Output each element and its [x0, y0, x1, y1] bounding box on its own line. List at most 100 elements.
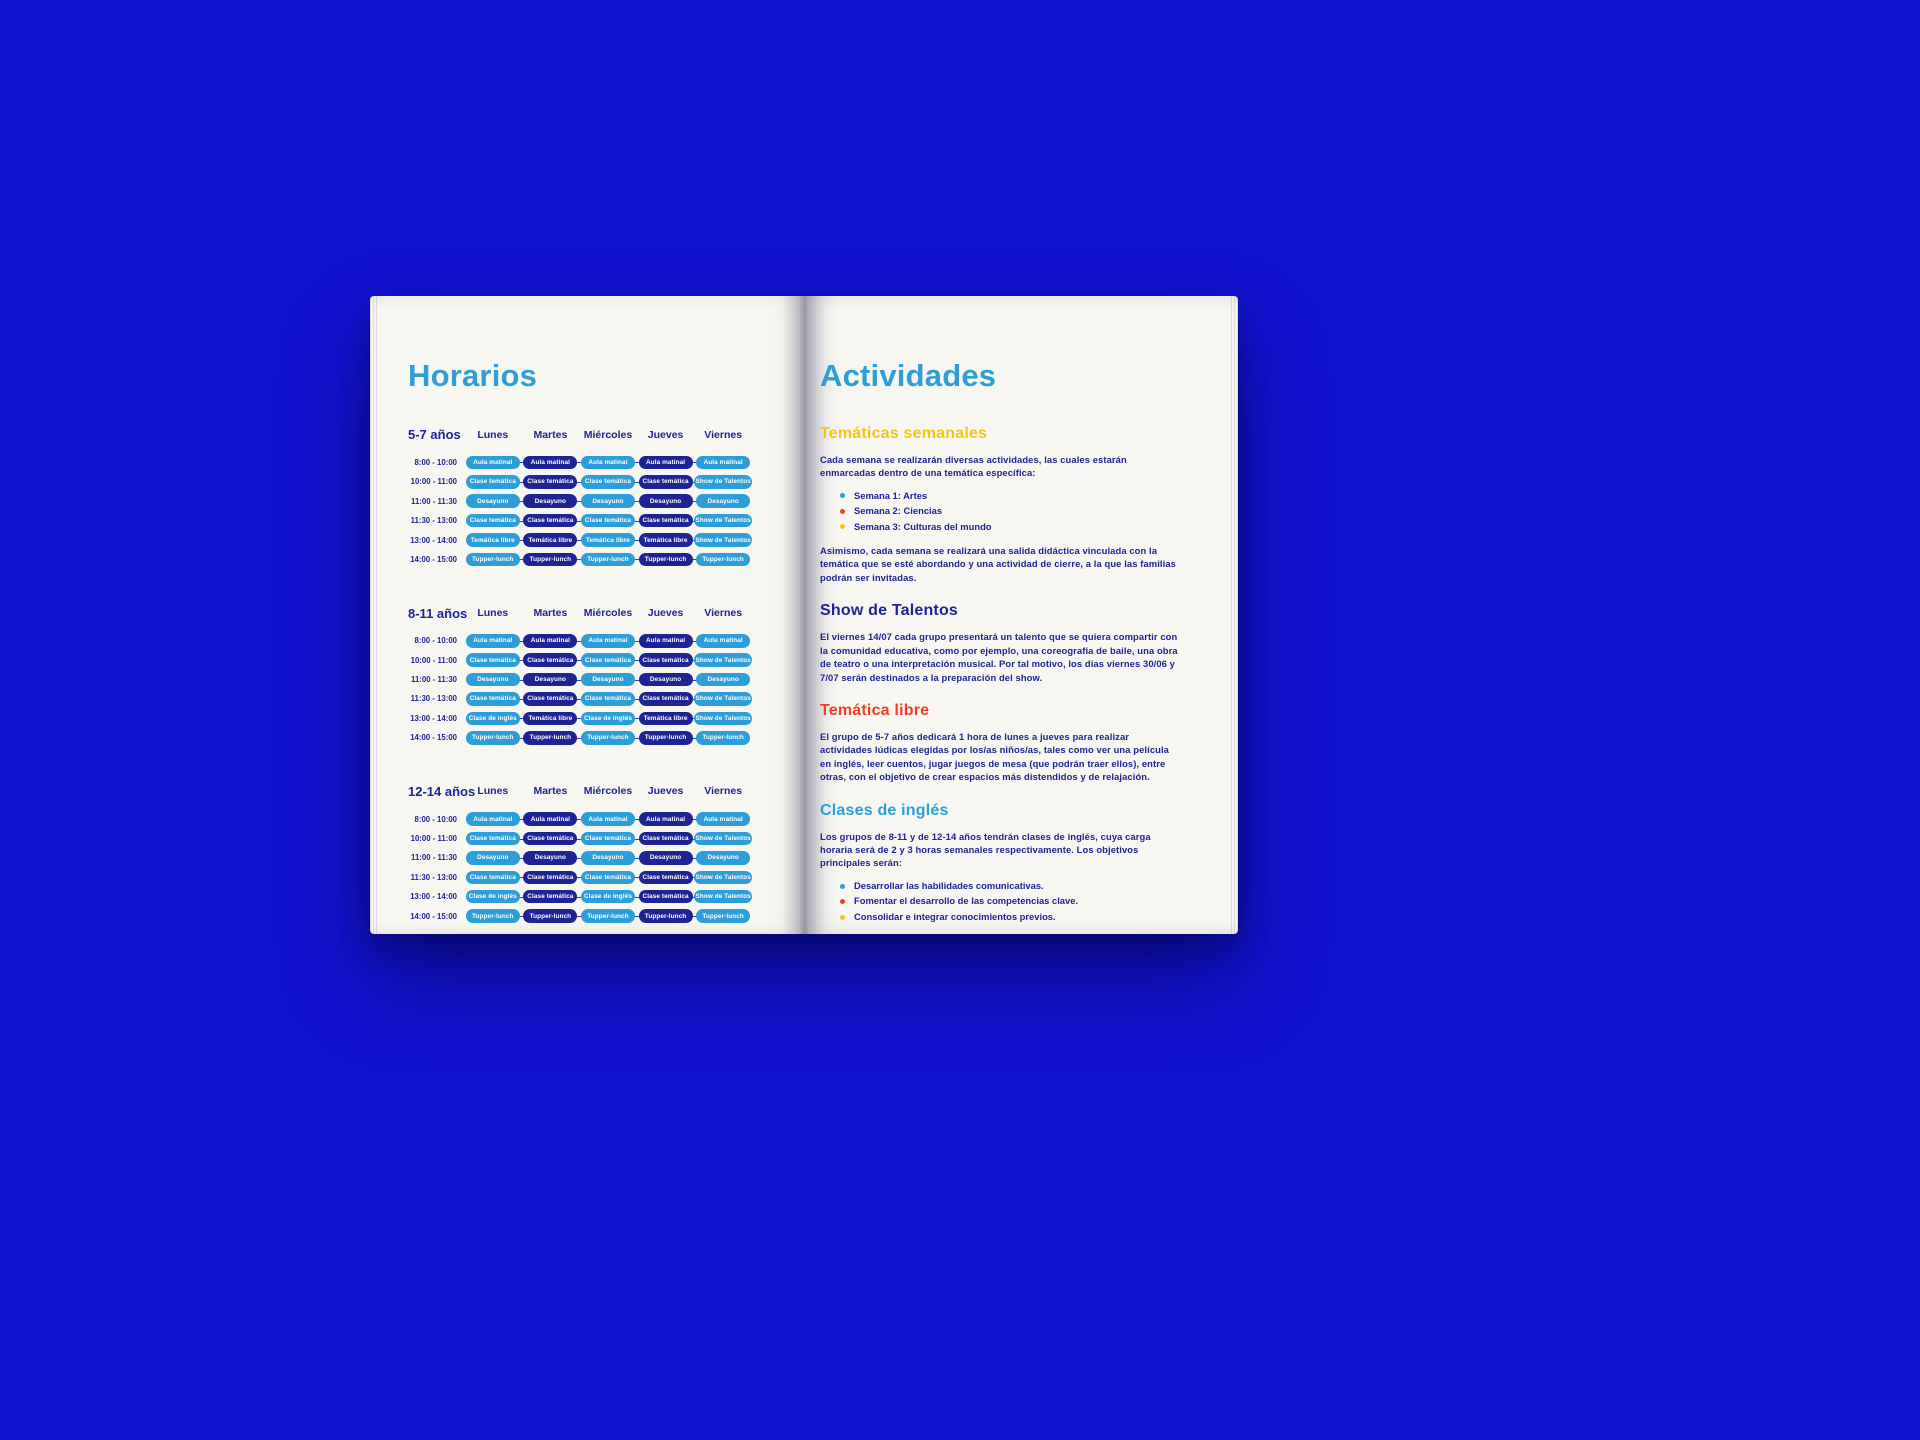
schedule-cell: Clase temática — [637, 475, 695, 489]
activity-pill: Clase temática — [638, 475, 693, 489]
schedule-cell: Desayuno — [694, 851, 752, 865]
open-book: Horarios 5-7 años Lunes Martes Miércoles Jue… — [370, 296, 1238, 934]
activity-pill: Aula matinal — [638, 634, 693, 648]
age-group-label: 5-7 años — [408, 427, 461, 443]
bullet-list: Desarrollar las habilidades comunicativa… — [840, 880, 1180, 924]
activity-pill: Tupper-lunch — [580, 731, 635, 745]
activity-pill: Clase temática — [465, 513, 520, 528]
schedule-cell: Show de Talentos — [694, 831, 752, 846]
time-label: 11:00 - 11:30 — [411, 496, 457, 506]
schedule-cell: Aula matinal — [522, 634, 580, 648]
schedule-row: 10:00 - 11:00 Clase temática Clase temátic… — [408, 829, 778, 848]
schedule-cell: Aula matinal — [579, 455, 637, 470]
schedule-cell: Tupper-lunch — [522, 552, 580, 567]
activity-pill: Show de Talentos — [694, 870, 752, 885]
activity-pill: Aula matinal — [465, 812, 520, 826]
time-label: 10:00 - 11:00 — [410, 834, 457, 844]
bullet-item: Desarrollar las habilidades comunicativa… — [840, 880, 1180, 893]
schedule-cell: Clase de inglés — [464, 711, 522, 726]
bullet-text: Fomentar el desarrollo de las competenci… — [854, 895, 1079, 907]
schedule-cell: Clase temática — [464, 831, 522, 846]
schedule-cell: Clase temática — [522, 475, 580, 489]
activity-pill: Clase temática — [638, 653, 693, 667]
schedule-cell: Desayuno — [637, 672, 695, 687]
activity-pill: Clase temática — [580, 513, 635, 528]
schedule-cell: Clase temática — [522, 870, 580, 885]
activity-pill: Clase temática — [465, 475, 520, 489]
time-label: 13:00 - 14:00 — [410, 535, 457, 545]
activity-pill: Aula matinal — [696, 455, 751, 470]
section-paragraph: Cada semana se realizarán diversas activ… — [820, 453, 1127, 479]
schedule-row: 8:00 - 10:00 Aula matinal Aula matinal Aula… — [408, 631, 778, 650]
schedule-cell: Tupper-lunch — [579, 552, 637, 567]
time-label: 11:30 - 13:00 — [410, 516, 457, 526]
activity-pill: Show de Talentos — [694, 692, 752, 706]
schedule-cell: Aula matinal — [637, 812, 695, 826]
schedule-cell: Clase temática — [464, 653, 522, 667]
activity-pill: Show de Talentos — [694, 653, 752, 667]
section-paragraph: Asimismo, cada semana se realizará una s… — [820, 545, 1176, 583]
day-header: Miércoles — [583, 428, 633, 441]
activity-pill: Aula matinal — [638, 812, 693, 826]
schedule-cell: Clase temática — [522, 831, 580, 846]
actividades-title: Actividades — [820, 357, 997, 393]
activity-pill: Desayuno — [638, 672, 693, 687]
schedule-cell: Tupper-lunch — [522, 909, 580, 923]
table-header-row: 8-11 años Lunes Martes Miércoles Jueves Viern… — [408, 598, 778, 628]
activity-pill: Clase temática — [580, 870, 635, 885]
section-paragraph: Los grupos de 8-11 y de 12-14 años tendr… — [820, 830, 1151, 869]
day-header: Martes — [533, 607, 568, 620]
bullet-label: Semana 2: — [854, 505, 901, 517]
activity-pill: Show de Talentos — [694, 831, 752, 846]
schedule-cell: Clase temática — [464, 513, 522, 528]
activity-pill: Temática libre — [580, 533, 635, 547]
schedule-cell: Aula matinal — [637, 455, 695, 470]
time-label: 11:30 - 13:00 — [410, 694, 457, 704]
schedule-table: 12-14 años Lunes Martes Miércoles Jueves Vier… — [408, 776, 778, 925]
activity-pill: Clase temática — [638, 870, 693, 885]
schedule-row: 13:00 - 14:00 Clase de inglés Temática lib… — [408, 709, 778, 728]
section-heading: Clases de inglés — [820, 801, 949, 819]
schedule-cell: Tupper-lunch — [694, 731, 752, 745]
schedule-cell: Clase temática — [637, 889, 695, 904]
activity-pill: Clase temática — [638, 889, 693, 904]
schedule-cell: Clase temática — [522, 653, 580, 667]
activity-pill: Aula matinal — [523, 812, 578, 826]
bullet-dot-icon — [840, 883, 845, 889]
day-header: Lunes — [477, 785, 509, 798]
time-label: 11:00 - 11:30 — [411, 675, 457, 685]
activities-sections: Temáticas semanales Cada semana se realiz… — [820, 424, 1180, 924]
activity-pill: Aula matinal — [523, 634, 578, 648]
bullet-dot-icon — [840, 899, 845, 905]
activity-pill: Clase temática — [523, 513, 578, 528]
activity-pill: Tupper-lunch — [638, 909, 693, 923]
activity-pill: Tupper-lunch — [580, 552, 635, 567]
schedule-row: 10:00 - 11:00 Clase temática Clase temátic… — [408, 651, 778, 670]
activity-pill: Clase de inglés — [580, 889, 635, 904]
schedule-cell: Desayuno — [637, 851, 695, 865]
activity-pill: Clase temática — [523, 475, 578, 489]
bullet-label: Semana 1: — [854, 489, 901, 501]
schedule-cell: Clase temática — [464, 870, 522, 885]
schedule-cell: Tupper-lunch — [694, 552, 752, 567]
schedule-cell: Desayuno — [637, 494, 695, 508]
schedule-cell: Desayuno — [464, 851, 522, 865]
bullet-item: Semana 2: Ciencias — [840, 505, 1180, 518]
schedule-cell: Clase temática — [464, 475, 522, 489]
activity-pill: Desayuno — [465, 851, 520, 865]
schedule-row: 14:00 - 15:00 Tupper-lunch Tupper-lunch Tup… — [408, 906, 778, 925]
schedule-cell: Clase de inglés — [579, 889, 637, 904]
schedule-cell: Show de Talentos — [694, 533, 752, 547]
section-heading: Temáticas semanales — [820, 424, 988, 442]
day-header: Jueves — [647, 428, 684, 441]
schedule-cell: Aula matinal — [694, 455, 752, 470]
activity-pill: Tupper-lunch — [580, 909, 635, 923]
bullet-item: Semana 3: Culturas del mundo — [840, 521, 1180, 534]
schedule-cell: Temática libre — [522, 533, 580, 547]
page-left: Horarios 5-7 años Lunes Martes Miércoles Jue… — [370, 296, 804, 934]
schedule-cell: Clase temática — [579, 831, 637, 846]
schedule-cell: Aula matinal — [464, 634, 522, 648]
time-label: 10:00 - 11:00 — [410, 655, 457, 665]
bullet-text: Semana 2: Ciencias — [854, 505, 943, 517]
activity-pill: Clase temática — [638, 831, 693, 846]
